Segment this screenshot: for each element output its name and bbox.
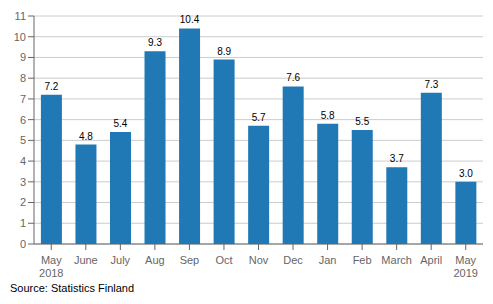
svg-text:3.7: 3.7	[390, 153, 404, 164]
svg-text:April: April	[420, 254, 442, 266]
svg-text:5.4: 5.4	[114, 118, 128, 129]
svg-text:July: July	[111, 254, 131, 266]
svg-text:June: June	[74, 254, 98, 266]
svg-text:5.7: 5.7	[252, 112, 266, 123]
svg-text:Oct: Oct	[215, 254, 232, 266]
svg-text:Dec: Dec	[283, 254, 303, 266]
svg-text:3.0: 3.0	[459, 168, 473, 179]
svg-text:Sep: Sep	[180, 254, 200, 266]
svg-text:8: 8	[20, 72, 26, 84]
svg-text:Aug: Aug	[145, 254, 165, 266]
svg-text:10.4: 10.4	[180, 14, 200, 25]
svg-text:Jan: Jan	[319, 254, 337, 266]
svg-text:9.3: 9.3	[148, 37, 162, 48]
svg-text:May2019: May2019	[453, 254, 477, 279]
svg-text:5: 5	[20, 134, 26, 146]
svg-text:March: March	[381, 254, 412, 266]
svg-text:4.8: 4.8	[79, 131, 93, 142]
svg-text:8.9: 8.9	[217, 46, 231, 57]
svg-text:7.2: 7.2	[44, 81, 58, 92]
svg-text:7.3: 7.3	[424, 79, 438, 90]
svg-text:7: 7	[20, 93, 26, 105]
svg-text:Feb: Feb	[353, 254, 372, 266]
svg-text:3: 3	[20, 176, 26, 188]
svg-text:2: 2	[20, 196, 26, 208]
svg-text:11: 11	[15, 10, 26, 22]
svg-text:May2018: May2018	[39, 254, 63, 279]
svg-text:Nov: Nov	[249, 254, 269, 266]
svg-text:5.5: 5.5	[355, 116, 369, 127]
svg-text:6: 6	[20, 114, 26, 126]
svg-text:5.8: 5.8	[321, 110, 335, 121]
svg-text:4: 4	[20, 155, 26, 167]
svg-text:9: 9	[20, 51, 26, 63]
svg-text:7.6: 7.6	[286, 72, 300, 83]
svg-text:10: 10	[14, 31, 26, 43]
svg-text:1: 1	[20, 217, 26, 229]
html-text:Source: Statistics Finland: Source: Statistics Finland	[10, 282, 135, 294]
svg-text:0: 0	[20, 238, 26, 250]
